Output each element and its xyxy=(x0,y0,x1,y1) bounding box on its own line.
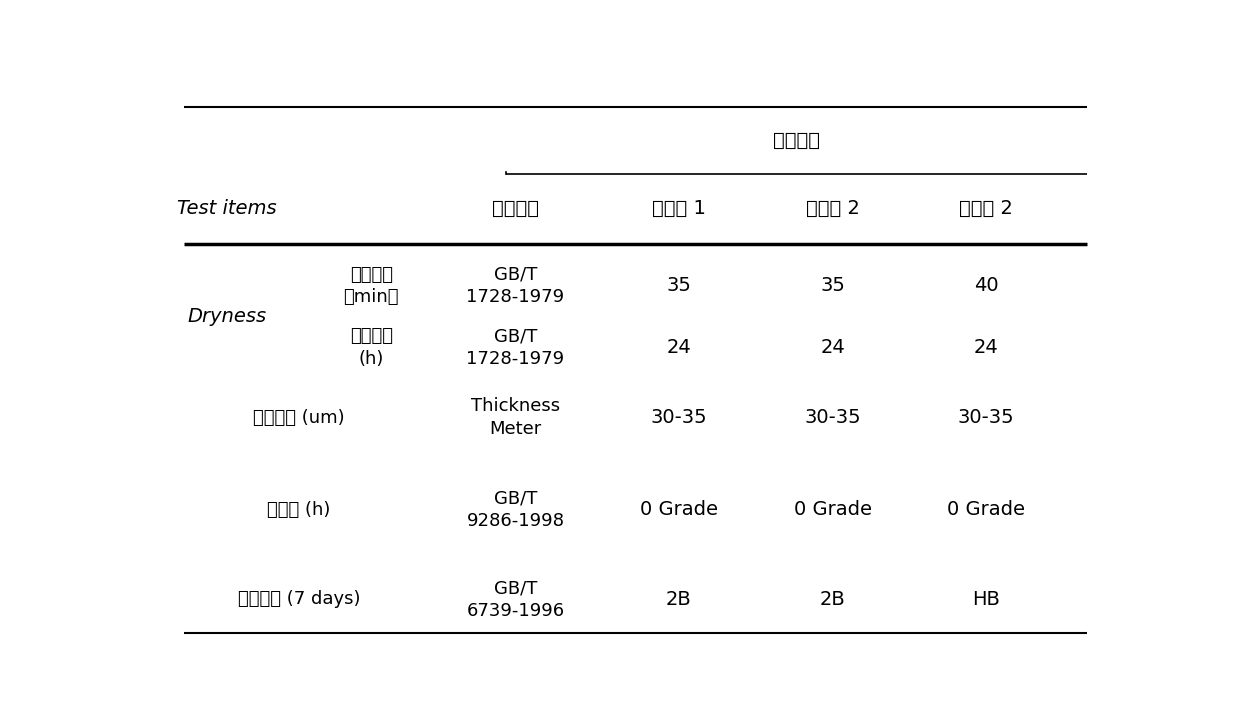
Text: 30-35: 30-35 xyxy=(651,408,707,427)
Text: Test items: Test items xyxy=(177,199,277,218)
Text: 30-35: 30-35 xyxy=(959,408,1014,427)
Text: 0 Grade: 0 Grade xyxy=(794,500,872,519)
Text: Thickness
Meter: Thickness Meter xyxy=(471,398,560,438)
Text: 40: 40 xyxy=(973,276,998,295)
Text: 24: 24 xyxy=(820,338,844,357)
Text: 30-35: 30-35 xyxy=(805,408,861,427)
Text: 35: 35 xyxy=(666,276,691,295)
Text: GB/T
9286-1998: GB/T 9286-1998 xyxy=(466,490,564,530)
Text: 2B: 2B xyxy=(666,590,692,609)
Text: 表干时间
（min）: 表干时间 （min） xyxy=(343,266,399,306)
Text: 铅笔硬度 (7 days): 铅笔硬度 (7 days) xyxy=(238,590,361,608)
Text: 24: 24 xyxy=(666,338,691,357)
Text: 漆膜厚度 (um): 漆膜厚度 (um) xyxy=(253,409,345,427)
Text: HB: HB xyxy=(972,590,1001,609)
Text: GB/T
1728-1979: GB/T 1728-1979 xyxy=(466,266,564,306)
Text: 测试方法: 测试方法 xyxy=(492,199,539,218)
Text: 实施例 1: 实施例 1 xyxy=(652,199,706,218)
Text: Dryness: Dryness xyxy=(187,308,267,326)
Text: 35: 35 xyxy=(820,276,844,295)
Text: 24: 24 xyxy=(973,338,998,357)
Text: 0 Grade: 0 Grade xyxy=(640,500,718,519)
Text: 实施例 2: 实施例 2 xyxy=(960,199,1013,218)
Text: 0 Grade: 0 Grade xyxy=(947,500,1025,519)
Text: 实干时间
(h): 实干时间 (h) xyxy=(350,327,393,368)
Text: 测试结果: 测试结果 xyxy=(773,131,820,150)
Text: 附着力 (h): 附着力 (h) xyxy=(268,501,331,519)
Text: 实施例 2: 实施例 2 xyxy=(806,199,859,218)
Text: 2B: 2B xyxy=(820,590,846,609)
Text: GB/T
1728-1979: GB/T 1728-1979 xyxy=(466,327,564,368)
Text: GB/T
6739-1996: GB/T 6739-1996 xyxy=(466,579,564,619)
